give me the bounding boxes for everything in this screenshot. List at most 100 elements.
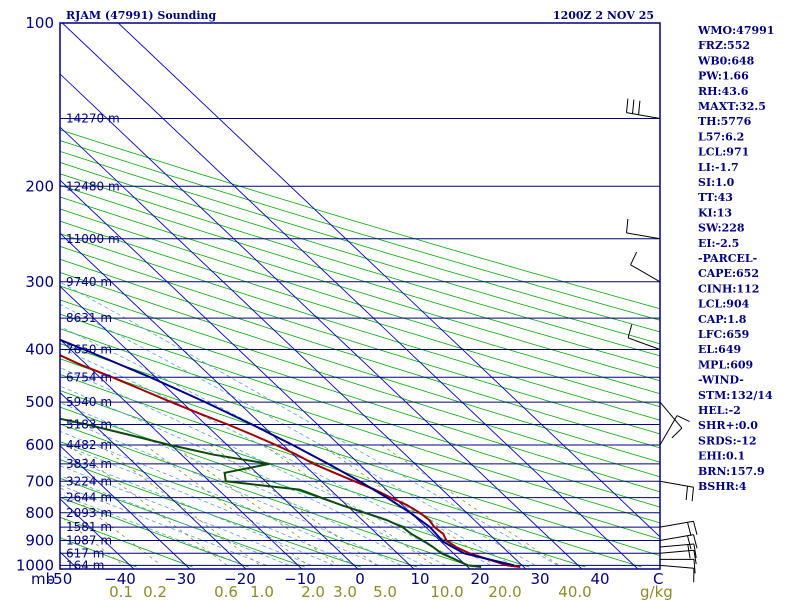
wind-barbs bbox=[626, 98, 698, 583]
mixing-ratio-unit: g/kg bbox=[640, 583, 673, 600]
wind-barb-flag bbox=[638, 100, 641, 115]
pressure-tick-label: 1000 bbox=[16, 556, 54, 574]
isotherm-line bbox=[60, 232, 415, 569]
dry-adiabat bbox=[60, 196, 660, 382]
temperature-tick-label: −40 bbox=[104, 570, 136, 588]
stability-index: EHI:0.1 bbox=[698, 450, 745, 463]
temperature-tick-label: −20 bbox=[224, 570, 256, 588]
mixing-ratio-label: 3.0 bbox=[333, 583, 357, 600]
isotherm-line bbox=[60, 126, 527, 569]
dry-adiabat bbox=[60, 313, 660, 508]
height-label: 5183 m bbox=[66, 418, 112, 432]
wind-barb-staff bbox=[659, 564, 694, 569]
height-label: 3834 m bbox=[66, 457, 112, 471]
pressure-tick-label: 400 bbox=[25, 341, 54, 359]
profile-lines bbox=[60, 338, 521, 568]
stability-index: KI:13 bbox=[698, 206, 732, 219]
chart-valid-time: 1200Z 2 NOV 25 bbox=[553, 9, 654, 22]
height-label: 2093 m bbox=[66, 506, 112, 520]
temperature-tick-label: -50 bbox=[48, 570, 73, 588]
mixing-ratio-line bbox=[263, 444, 434, 566]
wind-barb bbox=[659, 549, 697, 565]
dry-adiabat bbox=[60, 140, 660, 321]
mixing-ratio-label: 0.1 bbox=[109, 583, 133, 600]
wind-barb bbox=[660, 558, 696, 574]
stability-index: SW:228 bbox=[698, 222, 745, 235]
wind-barb-staff bbox=[659, 549, 694, 554]
mixing-ratio-label: 1.0 bbox=[250, 583, 274, 600]
stability-index: LI:-1.7 bbox=[698, 161, 739, 174]
mixing-ratio-label: 0.2 bbox=[143, 583, 167, 600]
pressure-tick-label: 700 bbox=[25, 472, 54, 490]
temperature-tick-label: 40 bbox=[590, 570, 609, 588]
stability-index: SHR+:0.0 bbox=[698, 419, 758, 432]
parcel-path bbox=[60, 338, 515, 567]
pressure-tick-label: 200 bbox=[25, 177, 54, 195]
dry-adiabat bbox=[60, 423, 474, 568]
mixing-ratio-label: 5.0 bbox=[373, 583, 397, 600]
stability-index: MAXT:32.5 bbox=[698, 100, 766, 113]
stability-index: BSHR:4 bbox=[698, 480, 747, 493]
isotherm-line bbox=[60, 445, 191, 569]
pressure-tick-label: 500 bbox=[25, 393, 54, 411]
height-label: 11000 m bbox=[66, 232, 120, 246]
dry-adiabat bbox=[60, 233, 660, 421]
wind-barb-flag bbox=[627, 324, 633, 339]
pressure-tick-label: 100 bbox=[25, 14, 54, 32]
wind-barb bbox=[659, 401, 683, 439]
pressure-tick-label: 600 bbox=[25, 436, 54, 454]
wind-barb-staff bbox=[630, 264, 661, 283]
dry-adiabat bbox=[60, 496, 249, 568]
temperature-tick-label: 0 bbox=[355, 570, 365, 588]
dry-adiabat bbox=[60, 272, 660, 463]
stability-index: PW:1.66 bbox=[698, 70, 749, 83]
height-label: 6754 m bbox=[66, 370, 112, 384]
dry-adiabat bbox=[60, 208, 660, 395]
wind-barb-flag bbox=[687, 522, 692, 536]
wind-barb-staff bbox=[659, 415, 678, 446]
temperature-tick-label: −30 bbox=[164, 570, 196, 588]
temperature-profile bbox=[60, 354, 521, 568]
wind-barb bbox=[659, 534, 698, 550]
dewpoint-profile bbox=[60, 417, 482, 568]
stability-index: EL:649 bbox=[698, 343, 741, 356]
stability-index: HEL:-2 bbox=[698, 404, 741, 417]
stability-index: LCL:904 bbox=[698, 298, 750, 311]
wind-barb-staff bbox=[659, 480, 694, 488]
wind-barb-staff bbox=[659, 534, 694, 541]
wind-barb-flag bbox=[626, 98, 629, 113]
stability-index: SRDS:-12 bbox=[698, 434, 757, 447]
stability-index: LCL:971 bbox=[698, 146, 749, 159]
height-label: 4482 m bbox=[66, 438, 112, 452]
wind-barb-flag bbox=[693, 521, 698, 535]
wind-barb bbox=[626, 98, 661, 119]
temperature-tick-label: 20 bbox=[470, 570, 489, 588]
wind-barb bbox=[659, 415, 690, 446]
isotherm-line bbox=[61, 23, 639, 569]
isotherm-line bbox=[60, 179, 471, 569]
dry-adiabat bbox=[60, 220, 660, 408]
wind-barb-flag bbox=[671, 427, 683, 439]
dry-adiabat bbox=[60, 441, 418, 568]
mixing-ratio-label: 40.0 bbox=[558, 583, 591, 600]
height-label: 7650 m bbox=[66, 343, 112, 357]
mixing-ratio-label: 10.0 bbox=[430, 583, 463, 600]
stability-index: EI:-2.5 bbox=[698, 237, 739, 250]
stability-index: -WIND- bbox=[698, 374, 744, 387]
moist-adiabat bbox=[60, 475, 290, 566]
isotherm-line bbox=[60, 73, 583, 569]
dry-adiabat bbox=[60, 373, 642, 568]
wind-barb-staff bbox=[659, 543, 694, 548]
height-label: 2644 m bbox=[66, 491, 112, 505]
wind-barb-flag bbox=[693, 534, 698, 549]
pressure-axis-label: mb bbox=[31, 570, 55, 588]
mixing-ratio-label: 0.6 bbox=[214, 583, 238, 600]
mixing-ratio-label: 20.0 bbox=[488, 583, 521, 600]
stability-index: -PARCEL- bbox=[698, 252, 757, 265]
wind-barb-flag bbox=[691, 487, 694, 502]
temperature-tick-label: 10 bbox=[410, 570, 429, 588]
dry-adiabat bbox=[60, 477, 305, 568]
wind-barb-flag bbox=[693, 559, 696, 574]
